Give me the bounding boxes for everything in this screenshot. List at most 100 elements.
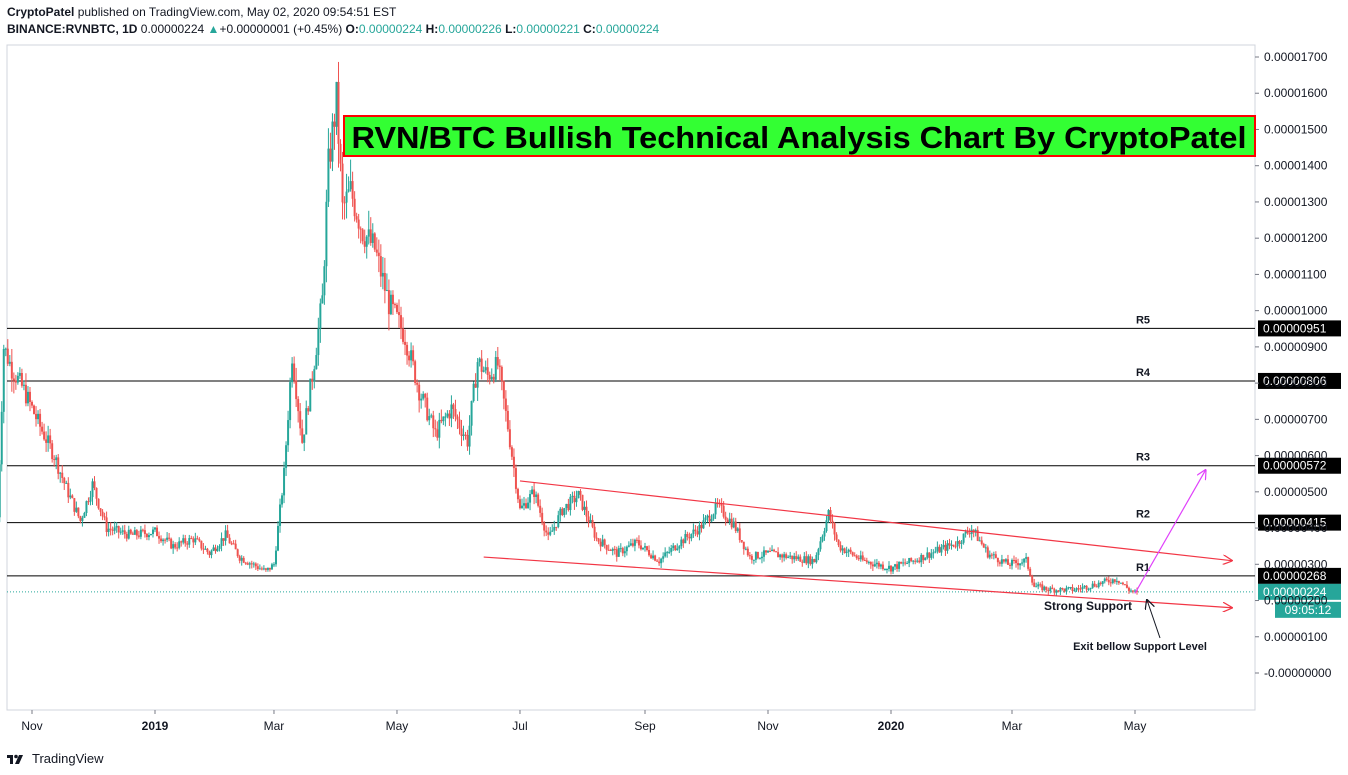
x-tick-label: May — [1124, 719, 1147, 733]
candle-body — [226, 530, 229, 538]
candle-body — [61, 472, 64, 478]
candle-body — [1097, 582, 1100, 587]
level-name-r3: R3 — [1136, 452, 1150, 464]
candle-body — [793, 556, 796, 560]
candle-body — [1125, 584, 1128, 588]
candle-body — [1091, 583, 1094, 588]
candle-body — [561, 508, 564, 515]
candle-body — [85, 501, 88, 514]
time-axis[interactable]: Nov 2019 Mar May Jul Sep Nov 2020 Mar May — [21, 710, 1146, 733]
candle-body — [758, 558, 761, 560]
candle-body — [652, 555, 655, 559]
candle-body — [865, 560, 868, 563]
candle-body — [156, 527, 159, 537]
candle-body — [823, 531, 826, 537]
candle-body — [1103, 578, 1106, 582]
candle-body — [91, 481, 94, 498]
level-price-label: 0.00000268 — [1263, 569, 1327, 583]
channel-trendline[interactable] — [519, 480, 1232, 561]
plot-border — [6, 44, 1256, 711]
candle-body — [948, 543, 951, 546]
projection-arrow[interactable] — [1134, 470, 1206, 594]
candle-body — [119, 531, 122, 533]
candle-body — [1087, 588, 1090, 590]
candle-body — [1115, 580, 1118, 582]
candle-body — [444, 416, 447, 418]
resistance-levels: R5 0.00000951 R4 0.00000806 R3 0.00000572 R2 0.… — [7, 314, 1341, 618]
candle-body — [97, 498, 100, 509]
candle-body — [79, 516, 82, 521]
candle-body — [672, 545, 675, 549]
candle-body — [361, 229, 364, 242]
candle-body — [611, 548, 614, 551]
candle-body — [908, 558, 911, 564]
candle-body — [972, 529, 975, 532]
candle-body — [37, 413, 40, 420]
candle-body — [837, 539, 840, 546]
publisher-name[interactable]: CryptoPatel — [7, 5, 75, 19]
candle-body — [343, 202, 346, 204]
candle-body — [639, 545, 642, 550]
y-tick-label: 0.00001200 — [1264, 231, 1328, 245]
y-tick-label: 0.00001100 — [1264, 267, 1327, 281]
candle-body — [1081, 586, 1084, 590]
level-price-label: 0.00000806 — [1263, 374, 1327, 388]
candle-body — [202, 548, 205, 550]
candle-body — [857, 558, 860, 560]
candle-body — [274, 550, 277, 565]
candle-body — [1047, 589, 1050, 592]
candle-body — [946, 543, 949, 551]
candle-body — [440, 419, 443, 422]
candle-body — [990, 554, 993, 556]
candle-body — [520, 505, 523, 509]
candle-body — [365, 236, 368, 247]
candle-body — [105, 517, 108, 533]
channel-trendline[interactable] — [483, 556, 1232, 608]
candle-body — [1013, 559, 1016, 561]
candle-body — [982, 543, 985, 548]
candle-body — [787, 556, 790, 558]
candle-body — [359, 228, 362, 230]
candle-body — [436, 429, 439, 438]
candle-body — [438, 419, 441, 438]
candle-body — [182, 538, 185, 543]
candle-body — [1061, 587, 1064, 589]
candle-body — [650, 555, 653, 559]
candle-body — [10, 361, 13, 379]
candle-body — [474, 383, 477, 388]
price-axis[interactable]: 0.00001700 0.00001600 0.00001500 0.00001400… — [1255, 50, 1332, 680]
candle-body — [1099, 582, 1102, 584]
candle-body — [107, 528, 110, 533]
candle-body — [1029, 568, 1032, 576]
candle-body — [692, 529, 695, 535]
candle-body — [131, 533, 134, 535]
candle-body — [41, 426, 44, 432]
candle-body — [813, 559, 816, 563]
candle-body — [65, 482, 68, 484]
candle-body — [426, 397, 429, 421]
candle-body — [262, 568, 265, 570]
candle-body — [783, 554, 786, 558]
candle-body — [543, 522, 546, 531]
level-price-box — [1258, 372, 1341, 389]
candle-body — [962, 533, 965, 543]
candle-body — [1045, 586, 1048, 590]
candle-body — [992, 554, 995, 556]
candle-body — [1057, 590, 1060, 592]
candle-body — [644, 546, 646, 548]
candle-body — [387, 290, 390, 315]
candle-body — [678, 546, 681, 549]
candle-body — [579, 490, 582, 495]
candle-body — [145, 534, 148, 538]
candle-body — [125, 534, 128, 539]
low-label: L: — [505, 22, 517, 36]
candle-body — [160, 538, 163, 542]
trendlines[interactable] — [483, 470, 1232, 639]
candle-body — [595, 537, 598, 539]
candle-body — [726, 519, 729, 522]
candle-body — [200, 540, 203, 549]
candle-body — [744, 548, 747, 550]
candle-body — [684, 534, 687, 544]
tradingview-brand[interactable]: TradingView — [32, 750, 104, 766]
